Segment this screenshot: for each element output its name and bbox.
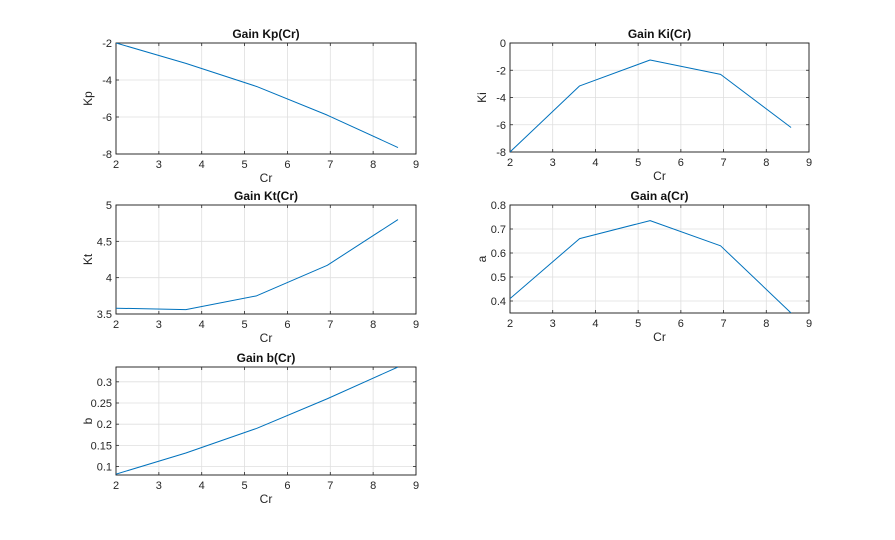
axes-border: [115, 204, 417, 315]
x-tick-label: 9: [413, 480, 419, 492]
y-tick-label: 0.15: [91, 440, 112, 452]
y-axis-label: b: [81, 417, 95, 424]
x-tick-label: 3: [156, 480, 162, 492]
y-tick-label: 0.25: [91, 398, 112, 410]
x-tick-label: 5: [242, 159, 248, 171]
y-tick-label: -6: [496, 120, 506, 132]
plot-area: [509, 204, 810, 314]
y-tick-label: 0.2: [97, 419, 112, 431]
y-tick-label: 3.5: [97, 309, 112, 321]
axes-border: [509, 204, 810, 314]
series-line: [116, 43, 399, 148]
y-axis-label: Kp: [81, 91, 95, 106]
y-tick-label: -2: [496, 65, 506, 77]
y-axis-label: a: [475, 255, 489, 262]
x-tick-label: 8: [370, 480, 376, 492]
y-tick-label: 0.6: [491, 248, 506, 260]
x-tick-label: 8: [763, 318, 769, 330]
x-tick-label: 5: [242, 319, 248, 331]
y-tick-label: -8: [102, 149, 112, 161]
plot-area: [115, 42, 417, 155]
x-axis-label: Cr: [653, 169, 666, 183]
y-tick-label: 0.4: [491, 296, 506, 308]
y-tick-label: 0: [500, 38, 506, 50]
x-tick-label: 6: [678, 318, 684, 330]
x-tick-label: 7: [721, 318, 727, 330]
x-tick-label: 4: [199, 480, 205, 492]
x-axis-label: Cr: [653, 330, 666, 344]
axes-border: [115, 366, 417, 476]
y-tick-label: -8: [496, 147, 506, 159]
x-tick-label: 2: [113, 159, 119, 171]
series-line: [510, 59, 792, 152]
y-tick-label: 5: [106, 200, 112, 212]
x-tick-label: 6: [284, 159, 290, 171]
x-tick-label: 5: [635, 318, 641, 330]
chart-title: Gain b(Cr): [237, 351, 296, 365]
y-tick-label: 0.8: [491, 200, 506, 212]
y-tick-label: 0.7: [491, 224, 506, 236]
x-tick-label: 9: [806, 157, 812, 169]
y-axis-label: Ki: [475, 92, 489, 103]
y-tick-label: -2: [102, 38, 112, 50]
x-tick-label: 6: [284, 319, 290, 331]
x-tick-label: 7: [327, 480, 333, 492]
x-tick-label: 2: [507, 318, 513, 330]
x-tick-label: 2: [113, 480, 119, 492]
x-tick-label: 9: [413, 319, 419, 331]
x-axis-label: Cr: [260, 492, 273, 506]
chart-title: Gain a(Cr): [630, 189, 688, 203]
plot-area: [115, 366, 417, 476]
x-tick-label: 4: [199, 159, 205, 171]
x-tick-label: 8: [370, 159, 376, 171]
x-axis-label: Cr: [260, 171, 273, 185]
x-tick-label: 4: [199, 319, 205, 331]
x-tick-label: 9: [413, 159, 419, 171]
y-tick-label: 0.3: [97, 377, 112, 389]
y-tick-label: -4: [496, 93, 506, 105]
series-line: [116, 219, 399, 311]
y-tick-label: -6: [102, 112, 112, 124]
plot-area: [115, 204, 417, 315]
y-axis-label: Kt: [81, 253, 95, 265]
x-tick-label: 7: [327, 319, 333, 331]
subplot-4: 2 3 4 5 6 7 8 9 0.4 0.5 0.6 0.7 0.8 Gain a(Cr) Cr a: [475, 189, 812, 344]
x-tick-label: 2: [507, 157, 513, 169]
x-tick-label: 4: [592, 157, 598, 169]
y-tick-label: -4: [102, 75, 112, 87]
x-tick-label: 8: [370, 319, 376, 331]
x-tick-label: 9: [806, 318, 812, 330]
x-axis-label: Cr: [260, 331, 273, 345]
x-tick-label: 7: [327, 159, 333, 171]
series-line: [116, 367, 399, 475]
y-tick-label: 4: [106, 273, 112, 285]
series-line: [510, 220, 792, 313]
chart-title: Gain Kp(Cr): [232, 27, 299, 41]
y-tick-label: 0.5: [491, 272, 506, 284]
x-tick-label: 6: [678, 157, 684, 169]
subplot-5: 2 3 4 5 6 7 8 9 0.1 0.15 0.2 0.25 0.3 Gain b(Cr) Cr b: [81, 351, 419, 506]
y-tick-label: 0.1: [97, 462, 112, 474]
y-tick-label: 4.5: [97, 236, 112, 248]
chart-title: Gain Ki(Cr): [628, 27, 691, 41]
x-tick-label: 3: [156, 159, 162, 171]
x-tick-label: 5: [635, 157, 641, 169]
x-tick-label: 3: [156, 319, 162, 331]
chart-title: Gain Kt(Cr): [234, 189, 298, 203]
x-tick-label: 8: [763, 157, 769, 169]
x-tick-label: 3: [550, 318, 556, 330]
subplot-2: 2 3 4 5 6 7 8 9 -8 -6 -4 -2 0 Gain Ki(Cr) Cr Ki: [475, 27, 812, 183]
x-tick-label: 5: [242, 480, 248, 492]
x-tick-label: 7: [721, 157, 727, 169]
subplot-3: 2 3 4 5 6 7 8 9 3.5 4 4.5 5 Gain Kt(Cr) Cr Kt: [81, 189, 419, 345]
x-tick-label: 6: [284, 480, 290, 492]
axes-border: [115, 42, 417, 155]
x-tick-label: 4: [592, 318, 598, 330]
x-tick-label: 3: [550, 157, 556, 169]
subplot-1: 2 3 4 5 6 7 8 9 -8 -6 -4 -2 Gain Kp(Cr) Cr Kp: [81, 27, 419, 185]
x-tick-label: 2: [113, 319, 119, 331]
